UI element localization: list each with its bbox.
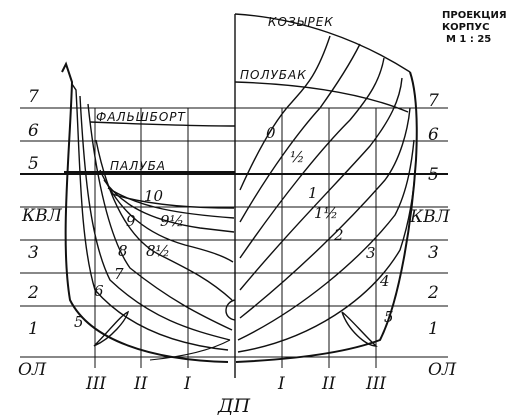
wl-right-7: 7 bbox=[428, 91, 439, 111]
aft-frame-10 bbox=[111, 193, 235, 209]
wl-right-kvl: КВЛ bbox=[409, 207, 451, 227]
falshbort-line bbox=[89, 121, 236, 127]
station-aft-9h: 9½ bbox=[160, 212, 184, 230]
station-fwd-1h: 1½ bbox=[314, 204, 338, 222]
fwd-frame-1h bbox=[239, 77, 403, 291]
station-fwd-3: 3 bbox=[366, 244, 376, 262]
station-aft-8: 8 bbox=[118, 242, 128, 260]
fwd-bilge-keel bbox=[341, 311, 378, 347]
wl-right-5: 5 bbox=[428, 165, 439, 185]
wl-right-2: 2 bbox=[427, 283, 439, 303]
fwd-frame-2 bbox=[239, 107, 411, 319]
station-aft-10: 10 bbox=[144, 187, 164, 205]
station-aft-9: 9 bbox=[126, 212, 136, 230]
station-aft-6: 6 bbox=[94, 282, 104, 300]
wl-right-6: 6 bbox=[428, 125, 439, 145]
title-line-2: КОРПУС bbox=[442, 22, 489, 33]
aft-frame-6 bbox=[79, 95, 231, 341]
station-fwd-0h: ½ bbox=[290, 148, 305, 166]
stem-curve bbox=[225, 299, 236, 321]
polubak-line bbox=[234, 81, 409, 113]
label-falshbort: ФАЛЬШБОРТ bbox=[96, 110, 187, 124]
buttock-label-left-1: I bbox=[183, 374, 191, 394]
wl-left-7: 7 bbox=[28, 87, 39, 107]
buttock-label-left-3: III bbox=[85, 374, 106, 394]
station-aft-7: 7 bbox=[114, 265, 124, 283]
station-fwd-2: 2 bbox=[333, 226, 344, 244]
aft-frame-9h bbox=[107, 187, 235, 219]
fwd-frame-1 bbox=[239, 57, 385, 259]
label-polubak: ПОЛУБАК bbox=[240, 68, 307, 82]
fwd-frame-0h bbox=[239, 43, 361, 223]
aft-outer-shell bbox=[61, 61, 229, 363]
aft-frame-8h bbox=[99, 169, 234, 263]
aft-frame-5 bbox=[71, 83, 229, 351]
aft-half-hull bbox=[61, 61, 235, 363]
label-paluba: ПАЛУБА bbox=[110, 159, 166, 173]
station-fwd-5: 5 bbox=[384, 308, 394, 326]
station-fwd-4: 4 bbox=[379, 272, 390, 290]
fwd-frame-0 bbox=[239, 35, 331, 191]
wl-left-ol: ОЛ bbox=[18, 360, 47, 380]
fwd-half-hull bbox=[225, 35, 418, 363]
title-scale: М 1 : 25 bbox=[446, 34, 491, 45]
wl-right-3: 3 bbox=[428, 243, 439, 263]
fwd-frame-3 bbox=[237, 139, 415, 341]
buttock-label-center: ДП bbox=[217, 395, 250, 417]
wl-left-2: 2 bbox=[27, 283, 39, 303]
buttock-label-right-1: I bbox=[277, 374, 285, 394]
wl-left-5: 5 bbox=[28, 154, 39, 174]
station-fwd-1: 1 bbox=[308, 184, 318, 202]
buttock-grid bbox=[94, 14, 377, 378]
wl-left-kvl: КВЛ bbox=[21, 206, 63, 226]
deck-lines bbox=[64, 13, 411, 173]
aft-bilge-keel bbox=[93, 310, 130, 347]
kozyrek-line bbox=[234, 13, 411, 73]
fwd-frame-4 bbox=[237, 169, 416, 353]
label-kozyrek: КОЗЫРЕК bbox=[268, 15, 334, 29]
wl-right-1: 1 bbox=[428, 319, 439, 339]
wl-right-ol: ОЛ bbox=[428, 360, 457, 380]
station-aft-8h: 8½ bbox=[146, 242, 170, 260]
aft-keel-line bbox=[149, 339, 231, 361]
wl-left-6: 6 bbox=[28, 121, 39, 141]
wl-left-1: 1 bbox=[28, 319, 39, 339]
station-fwd-0: 0 bbox=[266, 124, 276, 142]
fwd-outer-shell bbox=[235, 71, 418, 363]
aft-frame-7 bbox=[87, 103, 233, 331]
buttock-label-right-3: III bbox=[365, 374, 386, 394]
title-line-1: ПРОЕКЦИЯ bbox=[442, 10, 507, 21]
wl-left-3: 3 bbox=[28, 243, 39, 263]
buttock-label-left-2: II bbox=[133, 374, 148, 394]
station-aft-5: 5 bbox=[74, 313, 84, 331]
buttock-label-right-2: II bbox=[321, 374, 336, 394]
